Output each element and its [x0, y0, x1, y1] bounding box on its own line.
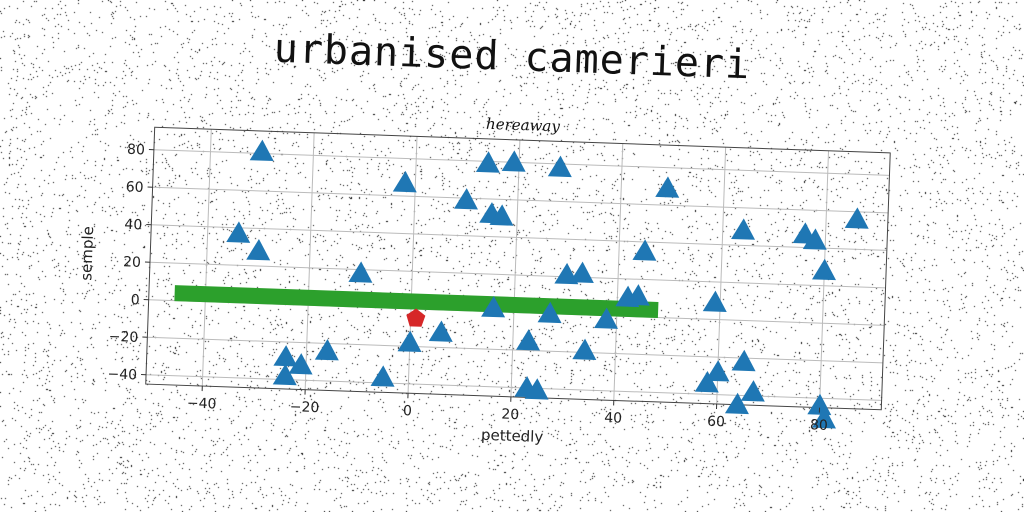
triangle-marker — [453, 188, 478, 210]
triangle-marker — [724, 392, 749, 415]
pentagon-marker — [406, 308, 426, 327]
plot-frame — [145, 126, 891, 411]
x-gridline — [201, 129, 212, 387]
y-tick-label: 80 — [127, 142, 145, 159]
x-tick-label: 60 — [707, 414, 725, 431]
y-tick-label: −40 — [107, 366, 137, 383]
y-tick-label: 40 — [124, 217, 142, 234]
y-tick-label: 20 — [123, 254, 141, 271]
triangle-marker — [246, 238, 271, 261]
x-gridline — [304, 132, 315, 390]
x-gridline — [510, 139, 521, 397]
triangle-marker — [516, 329, 540, 351]
triangle-marker — [501, 150, 526, 172]
y-axis-label: semple — [77, 226, 97, 281]
tick-layer: −40 −20 0 20 40 60 80 −40 −20 0 20 40 60 80 — [107, 142, 828, 434]
triangle-marker — [481, 296, 506, 318]
triangle-marker — [572, 338, 597, 361]
triangle-marker — [811, 407, 836, 429]
y-gridline — [147, 336, 883, 364]
y-tick-label: −20 — [109, 329, 139, 346]
x-tick-label: −20 — [290, 399, 320, 416]
x-tick-label: −40 — [187, 396, 217, 413]
x-gridline — [613, 143, 624, 401]
triangle-marker — [226, 221, 251, 243]
x-gridline — [407, 136, 418, 394]
triangle-marker — [812, 258, 837, 281]
triangle-marker — [802, 228, 827, 250]
triangle-marker — [428, 320, 453, 342]
x-tick-label: 80 — [810, 417, 828, 434]
triangle-marker — [844, 207, 869, 229]
triangle-marker — [731, 218, 756, 240]
triangle-marker — [632, 239, 657, 261]
triangle-marker — [594, 307, 619, 329]
triangle-marker — [537, 301, 562, 324]
triangle-marker — [273, 345, 298, 367]
y-gridline — [149, 261, 886, 289]
triangle-marker — [272, 363, 297, 386]
triangle-marker — [731, 349, 756, 372]
triangle-marker — [489, 204, 514, 226]
band-layer — [174, 285, 659, 318]
y-gridline — [152, 186, 889, 214]
triangle-marker — [314, 339, 339, 361]
y-tick-label: 60 — [125, 179, 143, 196]
triangle-marker — [569, 261, 594, 283]
triangle-marker — [547, 155, 572, 178]
triangle-marker — [392, 170, 417, 193]
triangle-marker — [348, 261, 373, 283]
triangle-marker — [655, 176, 680, 198]
triangle-marker — [625, 284, 650, 306]
chart-subtitle: hereaway — [486, 115, 561, 136]
y-gridline — [153, 149, 890, 176]
triangle-marker — [397, 330, 422, 353]
triangle-marker — [249, 139, 274, 162]
triangle-marker — [370, 365, 395, 387]
triangle-marker — [288, 353, 313, 375]
triangle-marker — [740, 380, 765, 402]
triangle-marker — [702, 290, 727, 313]
x-tick-label: 40 — [604, 410, 622, 427]
triangle-marker — [694, 371, 719, 393]
y-gridline — [151, 224, 887, 251]
x-axis-label: pettedly — [481, 426, 544, 446]
triangle-marker — [475, 151, 500, 173]
triangle-marker — [705, 360, 730, 382]
x-tick-label: 20 — [501, 407, 519, 424]
green-band — [174, 285, 659, 318]
triangle-marker — [524, 378, 549, 400]
y-tick-label: 0 — [130, 292, 139, 308]
x-tick-label: 0 — [403, 403, 412, 419]
marker-layer — [226, 139, 869, 429]
